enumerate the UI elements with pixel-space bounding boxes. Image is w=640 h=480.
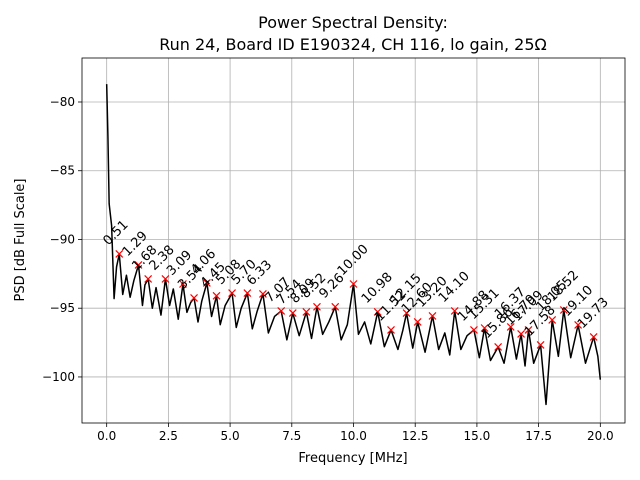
x-tick-label: 0.0 bbox=[97, 429, 116, 443]
peak-marker bbox=[387, 326, 395, 334]
peak-marker bbox=[524, 326, 533, 334]
peak-marker bbox=[134, 260, 143, 269]
x-tick-label: 5.0 bbox=[221, 429, 240, 443]
peak-marker bbox=[450, 307, 459, 315]
peak-marker bbox=[179, 280, 187, 288]
peak-marker bbox=[288, 309, 297, 317]
peak-marker bbox=[536, 340, 545, 349]
y-tick-label: −100 bbox=[42, 370, 75, 384]
y-axis-label: PSD [dB Full Scale] bbox=[13, 178, 28, 301]
peak-marker bbox=[144, 275, 153, 283]
y-tick-label: −85 bbox=[50, 164, 75, 178]
peak-marker bbox=[115, 249, 124, 258]
peak-marker bbox=[202, 278, 211, 287]
x-tick-label: 2.5 bbox=[159, 429, 178, 443]
x-tick-label: 20.0 bbox=[587, 429, 614, 443]
peak-marker bbox=[494, 343, 503, 351]
peak-marker bbox=[161, 275, 170, 283]
peak-marker bbox=[589, 333, 598, 341]
x-axis-label: Frequency [MHz] bbox=[298, 451, 407, 466]
peak-marker bbox=[212, 291, 221, 300]
peak-marker bbox=[190, 293, 198, 302]
peak-marker bbox=[480, 324, 489, 332]
peak-marker bbox=[258, 289, 267, 298]
peak-marker bbox=[331, 302, 340, 311]
peak-marker bbox=[277, 307, 286, 315]
x-tick-label: 10.0 bbox=[340, 429, 367, 443]
x-tick-label: 15.0 bbox=[464, 429, 491, 443]
y-tick-label: −95 bbox=[50, 301, 75, 315]
peak-marker bbox=[349, 280, 358, 288]
chart-title: Power Spectral Density: bbox=[258, 13, 448, 32]
peak-marker bbox=[574, 321, 583, 329]
x-tick-label: 12.5 bbox=[402, 429, 429, 443]
y-tick-label: −80 bbox=[50, 95, 75, 109]
x-tick-label: 17.5 bbox=[525, 429, 552, 443]
peak-marker bbox=[313, 302, 321, 311]
peak-marker bbox=[548, 315, 557, 324]
peak-marker bbox=[559, 306, 568, 314]
peak-marker bbox=[402, 309, 411, 317]
peak-marker bbox=[302, 307, 311, 316]
peak-marker bbox=[373, 307, 382, 316]
chart-subtitle: Run 24, Board ID E190324, CH 116, lo gai… bbox=[159, 35, 547, 54]
peak-marker bbox=[428, 311, 437, 320]
peak-marker bbox=[228, 289, 236, 298]
x-tick-label: 7.5 bbox=[282, 429, 301, 443]
peak-marker bbox=[506, 322, 515, 331]
peak-marker bbox=[243, 289, 252, 298]
y-tick-label: −90 bbox=[50, 232, 75, 246]
peak-marker bbox=[470, 326, 478, 334]
peak-marker bbox=[413, 318, 422, 326]
plot-frame bbox=[81, 57, 626, 424]
peak-marker bbox=[517, 329, 526, 338]
